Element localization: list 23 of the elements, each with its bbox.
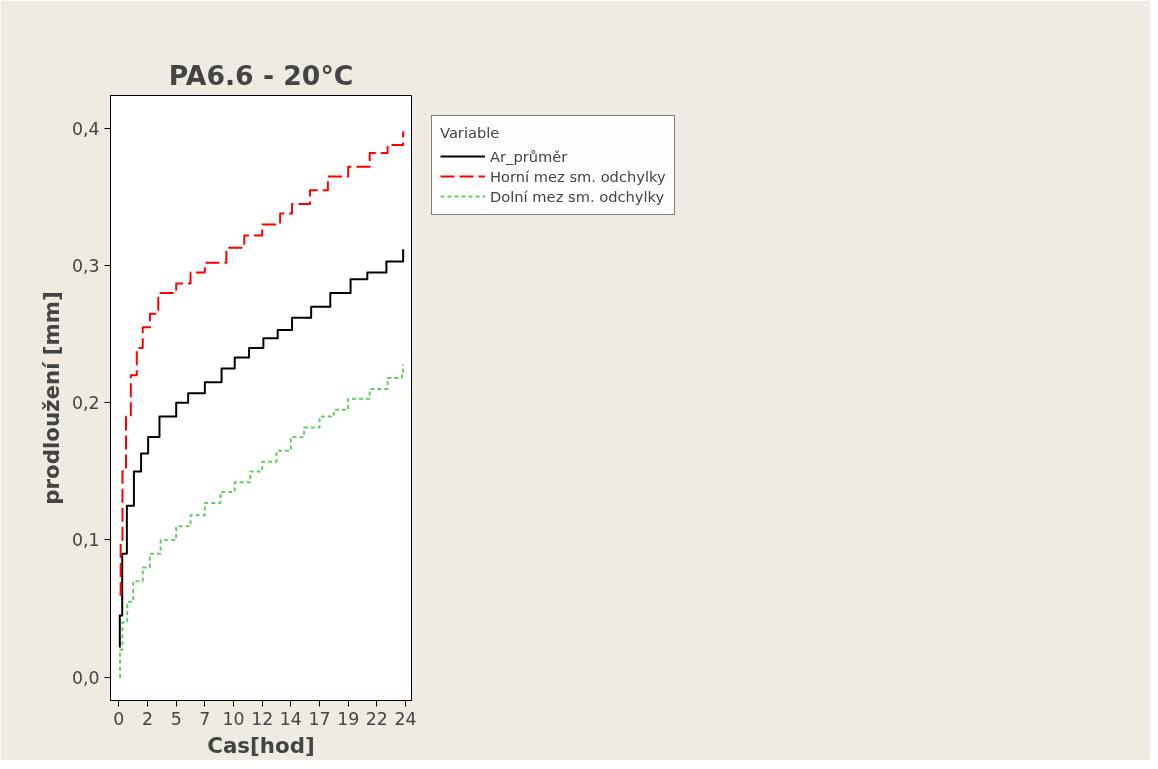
x-tick-label: 2: [142, 708, 154, 729]
chart-title: PA6.6 - 20°C: [168, 59, 354, 91]
x-tick-label: 14: [279, 708, 302, 729]
x-tick-label: 12: [251, 708, 274, 729]
x-tick-label: 17: [308, 708, 331, 729]
legend-label: Horní mez sm. odchylky: [490, 167, 666, 185]
x-axis-title: Cas[hod]: [207, 732, 315, 758]
x-tick-label: 22: [365, 708, 388, 729]
x-tick-label: 0: [113, 708, 125, 729]
x-tick-label: 24: [394, 708, 417, 729]
x-tick-label: 7: [199, 708, 211, 729]
y-tick-label: 0,4: [71, 118, 100, 139]
legend-label: Dolní mez sm. odchylky: [490, 187, 665, 205]
legend-title: Variable: [440, 124, 501, 141]
legend-label: Ar_průměr: [490, 147, 568, 165]
x-tick-label: 10: [222, 708, 245, 729]
y-axis-title: prodloužení [mm]: [38, 291, 64, 505]
y-tick-label: 0,2: [71, 393, 100, 414]
x-tick-label: 5: [170, 708, 182, 729]
y-tick-label: 0,0: [71, 667, 100, 688]
y-tick-label: 0,3: [71, 256, 100, 277]
y-tick-label: 0,1: [71, 530, 100, 551]
x-tick-label: 19: [337, 708, 360, 729]
